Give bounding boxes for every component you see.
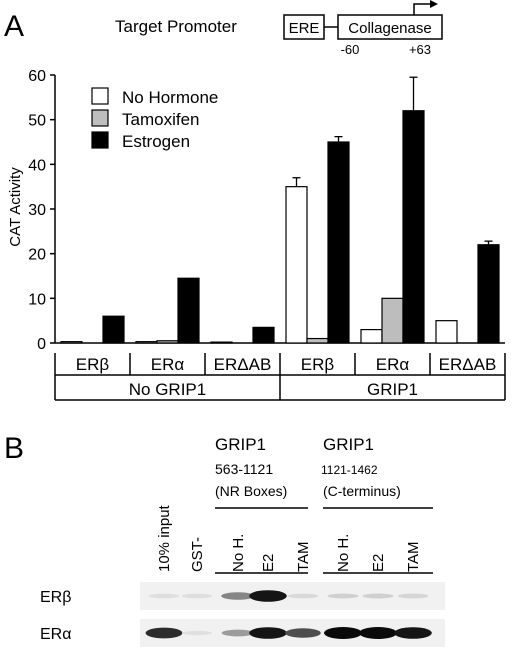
blot-band	[397, 593, 429, 599]
target-promoter-label: Target Promoter	[115, 17, 237, 36]
lane-label: TAM	[405, 541, 422, 572]
legend-swatch	[91, 87, 109, 105]
category-label: ERβ	[301, 355, 335, 374]
grip1-b-desc: (C-terminus)	[323, 483, 401, 499]
category-label: ERβ	[76, 355, 110, 374]
lane-label: GST-	[189, 537, 206, 572]
collagenase-box	[337, 14, 443, 40]
legend-swatch	[91, 109, 109, 127]
blot-band	[324, 627, 362, 639]
grip1-a-desc: (NR Boxes)	[215, 483, 287, 499]
blot-band	[221, 592, 255, 600]
ere-label: ERE	[289, 20, 320, 37]
pos-start-label: -60	[341, 42, 360, 57]
grip1-nr-boxes-header: GRIP1 563-1121 (NR Boxes)	[215, 435, 308, 509]
legend-label: Estrogen	[122, 132, 190, 151]
blot-band	[181, 593, 213, 599]
blot-band	[362, 593, 394, 599]
blot-band	[359, 627, 397, 639]
y-tick-label: 30	[28, 202, 46, 219]
legend-swatch	[91, 131, 109, 149]
panel-a-label: A	[4, 10, 24, 43]
lane-label: E2	[260, 554, 277, 572]
western-blot: ERβ ERα	[40, 582, 445, 647]
blot-band	[181, 630, 213, 636]
category-label: ERΔAB	[439, 355, 497, 374]
lane-label: No H.	[230, 534, 247, 572]
bar	[477, 244, 500, 344]
bar	[306, 337, 329, 344]
bar	[102, 315, 125, 344]
bar	[327, 141, 350, 344]
bar	[60, 341, 83, 344]
lane-label: No H.	[335, 534, 352, 572]
legend-label: Tamoxifen	[122, 110, 199, 129]
category-label: ERα	[151, 355, 185, 374]
bar	[285, 186, 308, 344]
bar	[402, 110, 425, 344]
grip1-c-terminus-header: GRIP1 1121-1462 (C-terminus)	[321, 435, 433, 509]
category-label: ERΔAB	[214, 355, 272, 374]
legend-label: No Hormone	[122, 88, 218, 107]
group-label: No GRIP1	[129, 380, 206, 399]
blot-row-label: ERα	[40, 626, 71, 643]
grip1-a-range: 563-1121	[215, 461, 273, 477]
group-label: GRIP1	[367, 380, 418, 399]
y-tick-label: 50	[28, 113, 46, 130]
bar	[210, 341, 233, 344]
lane-label: 10% input	[156, 504, 173, 572]
bar-series	[60, 76, 500, 344]
category-axis: ERβ ERα ERΔAB ERβ ERα ERΔAB No GRIP1 GRIP1	[54, 353, 506, 401]
transcription-start-arrow	[413, 3, 430, 15]
blot-row-label: ERβ	[40, 589, 71, 606]
panel-b-label: B	[4, 432, 24, 465]
y-tick-label: 0	[37, 336, 46, 353]
lane-label: TAM	[295, 541, 312, 572]
blot-band	[145, 627, 183, 639]
y-tick-label: 20	[28, 247, 46, 264]
blot-band	[394, 627, 432, 639]
bar	[177, 277, 200, 344]
blot-band	[148, 593, 180, 599]
blot-band	[287, 593, 319, 599]
promoter-diagram: ERE Collagenase -60 +63	[283, 0, 443, 57]
bar	[135, 341, 158, 344]
cat-activity-chart: CAT Activity 0 10 20 30 40 50 60 No Hormone Tam…	[7, 68, 506, 401]
y-tick-label: 60	[28, 68, 46, 85]
blot-band	[249, 627, 287, 639]
y-tick-label: 10	[28, 291, 46, 308]
grip1-b-range: 1121-1462	[321, 463, 378, 477]
bar	[252, 326, 275, 344]
collagenase-label: Collagenase	[348, 20, 431, 37]
grip1-b-name: GRIP1	[323, 435, 374, 454]
y-axis: 0 10 20 30 40 50 60	[28, 68, 505, 353]
bar	[381, 297, 404, 344]
pos-end-label: +63	[409, 42, 431, 57]
blot-band	[249, 590, 287, 602]
bar	[156, 340, 179, 344]
bar	[435, 320, 458, 344]
blot-lane-labels: 10% input GST- No H. E2 TAM No H. E2 TAM	[156, 504, 433, 574]
legend: No Hormone Tamoxifen Estrogen	[91, 87, 218, 151]
arrow-head	[430, 0, 438, 8]
bar	[360, 329, 383, 344]
blot-band	[327, 593, 359, 599]
category-label: ERα	[376, 355, 410, 374]
blot-band	[285, 628, 321, 638]
blot-band	[221, 629, 255, 637]
y-tick-label: 40	[28, 157, 46, 174]
lane-label: E2	[370, 554, 387, 572]
y-axis-label: CAT Activity	[7, 167, 24, 247]
grip1-a-name: GRIP1	[215, 435, 266, 454]
